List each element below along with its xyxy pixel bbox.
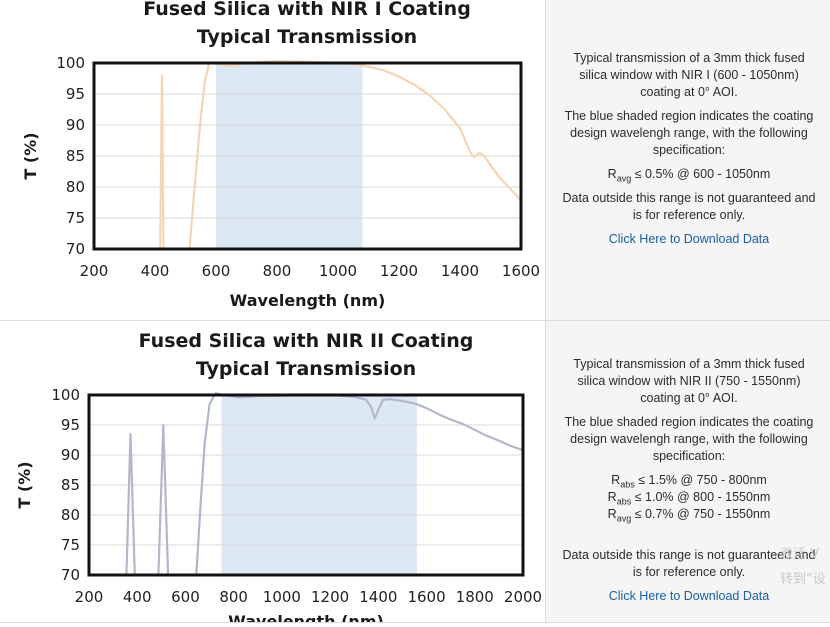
nir2-shaded-note: The blue shaded region indicates the coa…	[564, 415, 814, 463]
nir2-panel: 70 75 80 85 90 95 100 200 400 600 800 1000 1200 1400 1…	[0, 321, 830, 627]
x-axis-label: Wavelength (nm)	[230, 291, 386, 310]
nir2-chart-area: 70 75 80 85 90 95 100 200 400 600 800 1000 1200 1400 1…	[0, 321, 546, 627]
x-tick-label: 1600	[502, 262, 540, 280]
nir2-chart: 70 75 80 85 90 95 100 200 400 600 800 1000 1200 1400 1…	[15, 330, 542, 627]
x-tick-label: 600	[171, 588, 200, 606]
y-tick-label: 70	[61, 566, 80, 584]
chart-title: Fused Silica with NIR II Coating	[139, 330, 474, 352]
chart-subtitle: Typical Transmission	[196, 358, 416, 380]
y-tick-label: 95	[66, 85, 85, 103]
nir2-description: Typical transmission of a 3mm thick fuse…	[546, 321, 830, 622]
x-tick-label: 600	[202, 262, 231, 280]
y-tick-label: 100	[56, 54, 85, 72]
y-tick-label: 80	[61, 506, 80, 524]
y-tick-label: 75	[66, 209, 85, 227]
activation-watermark-line1: 激活 V	[780, 547, 820, 562]
chart-title: Fused Silica with NIR I Coating	[143, 0, 471, 20]
x-tick-label: 800	[263, 262, 292, 280]
y-axis-label: T (%)	[15, 461, 34, 508]
x-tick-label: 400	[141, 262, 170, 280]
nir1-disclaimer: Data outside this range is not guarantee…	[562, 191, 816, 222]
nir1-chart-area: 70 75 80 85 90 95 100 200 400 600 800 1000 1200 1400 1…	[0, 0, 546, 320]
series-line-0	[125, 432, 136, 576]
nir2-spec-2: Ravg ≤ 0.7% @ 750 - 1550nm	[607, 507, 771, 524]
nir2-intro: Typical transmission of a 3mm thick fuse…	[573, 357, 805, 405]
activation-watermark-line2: 转到“设	[780, 572, 826, 587]
y-tick-label: 90	[66, 116, 85, 134]
y-tick-label: 90	[61, 446, 80, 464]
nir2-disclaimer: Data outside this range is not guarantee…	[562, 548, 816, 579]
nir2-spec-0: Rabs ≤ 1.5% @ 750 - 800nm	[611, 473, 767, 490]
x-tick-label: 1000	[319, 262, 357, 280]
nir2-download-link[interactable]: Click Here to Download Data	[608, 589, 770, 603]
x-tick-label: 1000	[263, 588, 301, 606]
x-axis-label: Wavelength (nm)	[228, 612, 384, 622]
nir1-intro: Typical transmission of a 3mm thick fuse…	[573, 51, 805, 99]
y-tick-label: 85	[66, 147, 85, 165]
nir1-download-link[interactable]: Click Here to Download Data	[608, 232, 770, 246]
x-tick-label: 200	[80, 262, 109, 280]
y-tick-label: 80	[66, 178, 85, 196]
x-tick-label: 400	[123, 588, 152, 606]
nir2-spec-1: Rabs ≤ 1.0% @ 800 - 1550nm	[607, 490, 771, 507]
series-line-0	[159, 74, 165, 250]
y-axis-label: T (%)	[21, 132, 40, 179]
x-tick-label: 1800	[456, 588, 494, 606]
y-tick-label: 70	[66, 240, 85, 258]
chart-subtitle: Typical Transmission	[197, 26, 417, 48]
nir1-shaded-note: The blue shaded region indicates the coa…	[564, 109, 814, 157]
nir1-panel: 70 75 80 85 90 95 100 200 400 600 800 1000 1200 1400 1…	[0, 0, 830, 321]
x-tick-label: 800	[219, 588, 248, 606]
x-tick-label: 1600	[407, 588, 445, 606]
y-tick-label: 95	[61, 416, 80, 434]
y-tick-label: 85	[61, 476, 80, 494]
nir1-description: Typical transmission of a 3mm thick fuse…	[546, 0, 830, 320]
nir1-spec-0: Ravg ≤ 0.5% @ 600 - 1050nm	[607, 167, 771, 184]
x-tick-label: 2000	[504, 588, 542, 606]
y-tick-label: 75	[61, 536, 80, 554]
nir1-chart: 70 75 80 85 90 95 100 200 400 600 800 1000 1200 1400 1…	[21, 0, 540, 310]
plot-frame	[92, 61, 523, 251]
y-tick-label: 100	[51, 386, 80, 404]
plot-frame	[87, 393, 525, 577]
x-tick-label: 200	[75, 588, 104, 606]
x-tick-label: 1400	[359, 588, 397, 606]
series-line-1	[157, 423, 170, 576]
x-tick-label: 1400	[441, 262, 479, 280]
x-tick-label: 1200	[311, 588, 349, 606]
x-tick-label: 1200	[380, 262, 418, 280]
